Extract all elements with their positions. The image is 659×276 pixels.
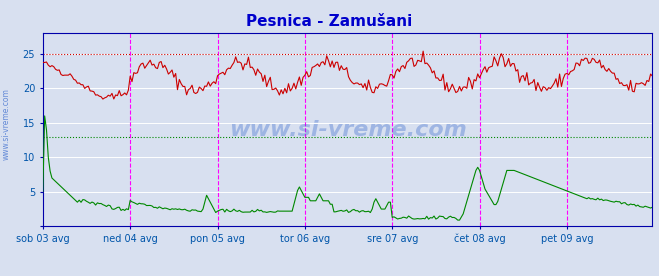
Text: Pesnica - Zamušani: Pesnica - Zamušani: [246, 14, 413, 29]
Text: www.si-vreme.com: www.si-vreme.com: [229, 120, 467, 140]
Text: www.si-vreme.com: www.si-vreme.com: [2, 88, 11, 160]
